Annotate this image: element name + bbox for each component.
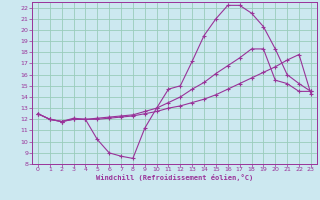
X-axis label: Windchill (Refroidissement éolien,°C): Windchill (Refroidissement éolien,°C) [96, 174, 253, 181]
